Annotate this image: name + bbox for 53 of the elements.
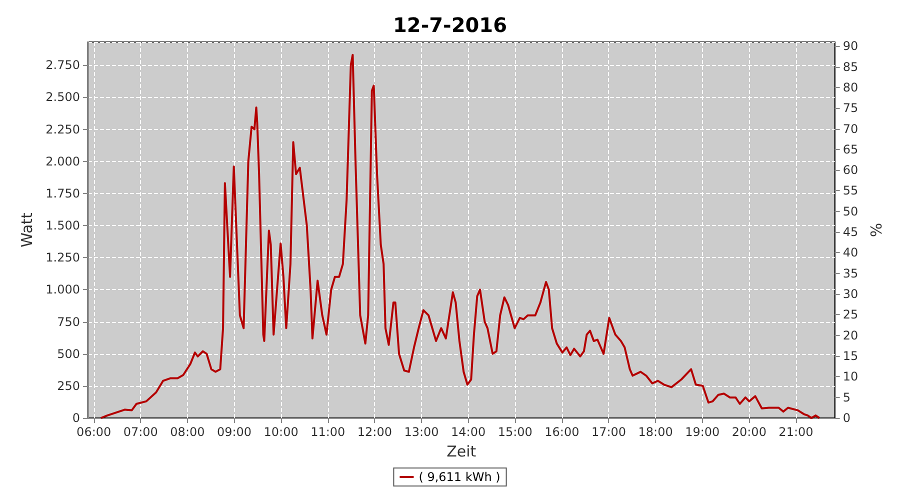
x-tick-label: 18:00	[638, 425, 673, 439]
y2-tick-label: 65	[842, 142, 858, 156]
y2-axis-title: %	[868, 222, 886, 238]
y2-tick-label: 75	[842, 101, 858, 116]
y-tick-label: 1.500	[46, 218, 80, 233]
x-tick-label: 14:00	[451, 425, 486, 439]
line-series	[100, 54, 820, 419]
y-tick-label: 1.250	[46, 250, 80, 265]
y2-tick-label: 45	[842, 225, 858, 240]
y-tick-label: 1.750	[46, 186, 80, 200]
x-tick-label: 07:00	[123, 425, 158, 439]
y-tick-label: 750	[57, 314, 80, 329]
y2-tick-label: 90	[842, 39, 858, 54]
y2-tick-label: 60	[842, 163, 858, 178]
y2-tick-label: 40	[842, 246, 858, 260]
y-tick-label: 2.750	[46, 58, 80, 72]
y2-tick-label: 5	[842, 390, 850, 404]
x-tick-label: 17:00	[591, 425, 626, 439]
x-axis-title: Zeit	[446, 442, 476, 460]
y2-tick-label: 15	[842, 349, 858, 364]
y2-tick-label: 85	[842, 60, 858, 74]
x-tick-label: 06:00	[76, 425, 112, 439]
x-tick-label: 09:00	[216, 425, 252, 439]
y-tick-label: 2.250	[46, 122, 80, 136]
y2-tick-label: 70	[842, 122, 858, 136]
x-tick-label: 16:00	[544, 425, 580, 439]
y-tick-label: 2.000	[46, 154, 80, 168]
y2-tick-label: 80	[842, 80, 858, 94]
x-tick-label: 20:00	[732, 425, 766, 439]
y-tick-label: 2.500	[46, 90, 80, 104]
x-tick-label: 12:00	[357, 425, 392, 439]
y-tick-label: 500	[57, 346, 80, 361]
x-tick-label: 15:00	[498, 425, 532, 439]
y2-tick-label: 0	[842, 411, 850, 425]
y2-tick-label: 50	[842, 204, 858, 218]
y-tick-label: 0	[72, 411, 80, 425]
y-tick-label: 250	[57, 378, 80, 393]
x-tick-label: 21:00	[778, 425, 814, 439]
y2-tick-label: 10	[842, 370, 858, 384]
y2-tick-label: 35	[842, 266, 858, 280]
legend-label: ( 9,611 kWh )	[418, 470, 500, 484]
x-tick-label: 11:00	[310, 425, 346, 439]
y2-tick-label: 25	[842, 308, 858, 322]
x-tick-label: 10:00	[264, 425, 298, 439]
y-axis-title: Watt	[18, 212, 36, 248]
y2-tick-label: 55	[842, 184, 858, 198]
x-tick-label: 08:00	[170, 425, 205, 439]
y2-tick-label: 20	[842, 328, 858, 342]
y2-tick-label: 30	[842, 287, 858, 302]
y-tick-label: 1.000	[46, 282, 80, 297]
chart-title: 12-7-2016	[392, 13, 508, 37]
x-tick-label: 19:00	[685, 425, 720, 439]
x-tick-label: 13:00	[404, 425, 439, 439]
